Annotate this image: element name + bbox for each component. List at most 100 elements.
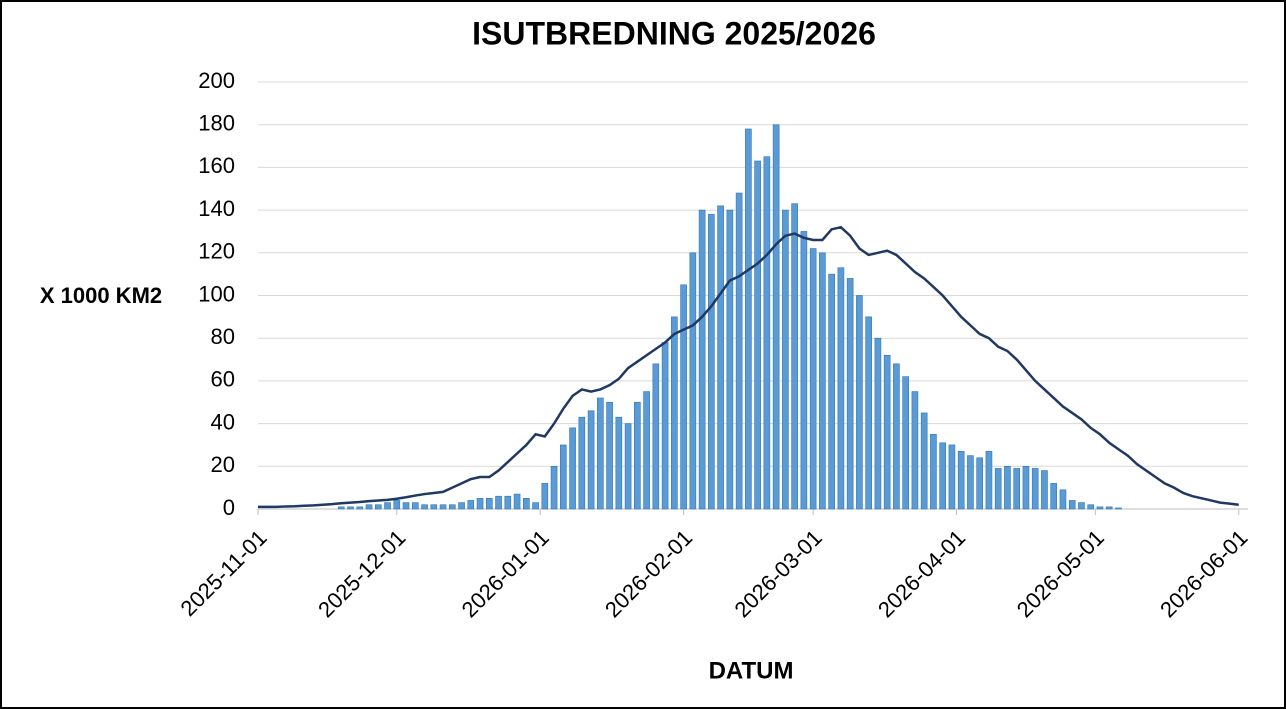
bar [948,444,956,510]
bar [671,316,678,510]
bar [1087,504,1095,510]
bar [967,455,974,510]
y-tick-label: 0 [223,495,235,520]
bar [513,493,521,510]
bar [606,401,613,510]
y-tick-label: 120 [198,239,235,264]
bar [846,278,854,510]
y-tick-label: 180 [198,111,235,136]
y-axis-label: X 1000 KM2 [40,283,162,308]
bar [541,483,549,510]
bar [856,295,863,510]
chart-title: ISUTBREDNING 2025/2026 [472,15,876,51]
bar [791,203,798,510]
bar [1115,507,1122,510]
bar [865,316,872,510]
y-tick-label: 140 [198,196,235,221]
bar [726,209,734,510]
y-tick-label: 60 [211,367,235,392]
bar [384,502,391,510]
bar [495,495,502,510]
bar [837,267,845,510]
bar [439,504,447,510]
bar [874,337,882,510]
bar [578,416,586,510]
bar [402,502,410,510]
y-tick-label: 200 [198,68,235,93]
bar [698,209,706,510]
bar [883,354,891,510]
y-tick-label: 40 [211,409,235,434]
bar [624,423,632,510]
bar [421,504,428,510]
bar [1096,506,1104,510]
bar [809,248,817,510]
bar [661,342,669,510]
bar [448,504,456,510]
bar [337,506,345,510]
bar [560,444,567,510]
bar [1105,506,1113,510]
bar [1031,468,1039,510]
y-tick-label: 80 [211,324,235,349]
bar [930,433,937,510]
bar [689,252,697,510]
bar [939,442,946,510]
bar [569,427,576,510]
bar [828,273,835,510]
bar [717,205,724,510]
bar [745,128,752,510]
bar [911,391,919,510]
bar [819,252,826,510]
bar [356,506,364,510]
bar [430,504,438,510]
bar [1041,470,1048,510]
bar [893,363,900,510]
bar [1078,502,1085,510]
bar [476,498,484,510]
bar [550,465,558,510]
bar [458,502,465,510]
bar [365,504,373,510]
bar [985,451,993,510]
bar [467,500,475,510]
bar [763,156,771,510]
bar [504,495,512,510]
bar [652,363,660,510]
bar [800,231,808,510]
bar [782,209,789,510]
bar [643,391,650,510]
bar [1004,465,1011,510]
bar [680,284,687,510]
bar [532,502,539,510]
bar [1068,500,1076,510]
bar [411,502,419,510]
bar [994,468,1002,510]
y-tick-label: 160 [198,153,235,178]
bar [1022,465,1030,510]
bar [754,160,761,510]
bar [597,397,604,510]
bar [393,500,401,510]
y-tick-label: 100 [198,281,235,306]
bar [615,416,623,510]
bar [1050,483,1058,510]
x-axis-label: DATUM [709,657,794,684]
bar [708,214,715,510]
bar [772,124,780,510]
bar [347,506,354,510]
bar [976,457,983,510]
line [258,225,1239,509]
bar [902,376,909,510]
bar [634,401,641,510]
bar [957,451,965,510]
bar [1013,468,1020,510]
bar [523,498,530,510]
bar [374,504,382,510]
bar [1059,489,1067,510]
bar [587,410,595,510]
bar [920,412,928,510]
y-tick-label: 20 [211,452,235,477]
